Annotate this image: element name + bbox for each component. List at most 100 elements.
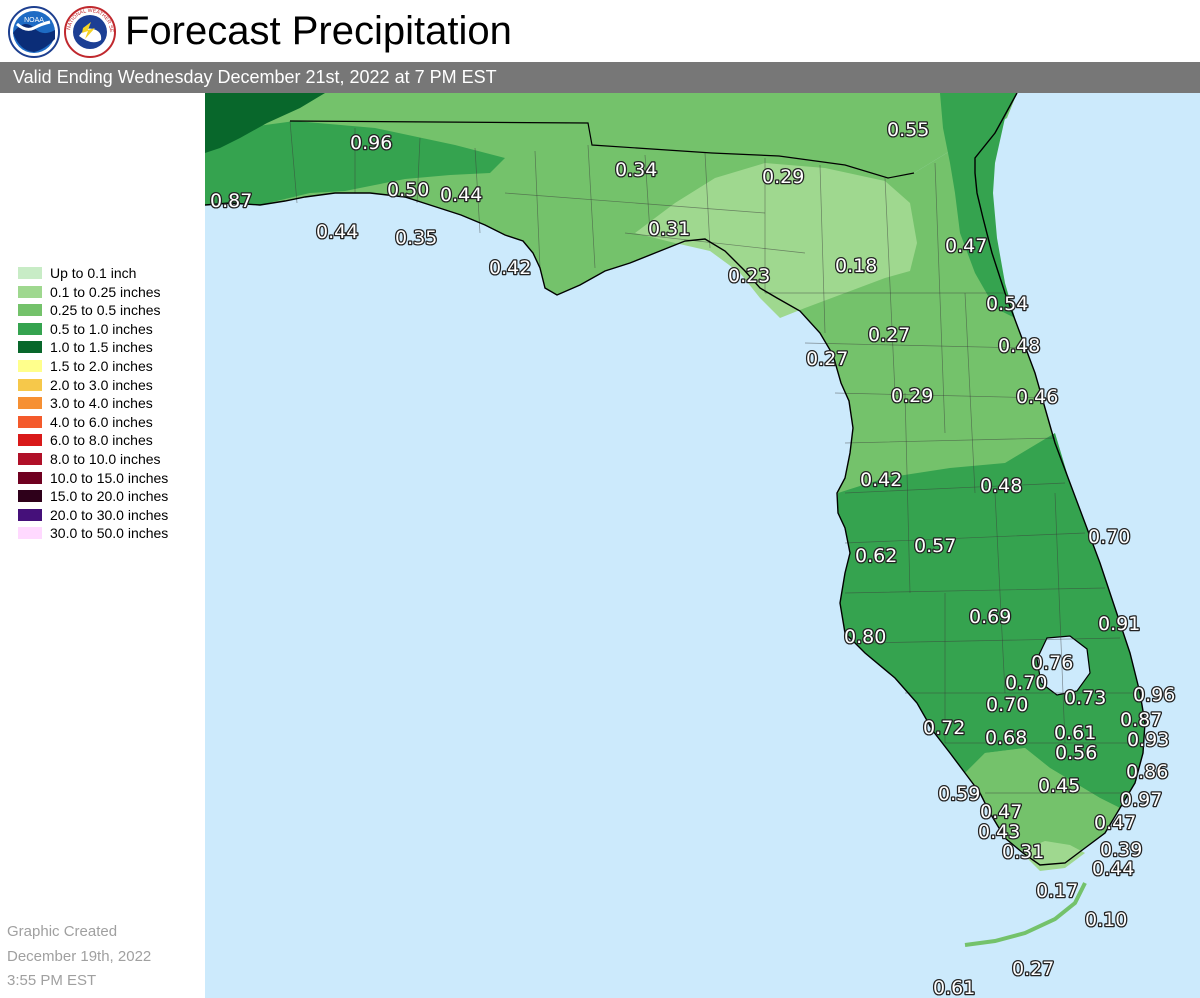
panhandle-heaviest-area (205, 93, 325, 153)
valid-time-text: Valid Ending Wednesday December 21st, 20… (13, 67, 497, 87)
precipitation-amount-label: 0.96 (1133, 684, 1175, 706)
legend-swatch (18, 471, 42, 484)
legend-label: 15.0 to 20.0 inches (50, 488, 169, 505)
page-title: Forecast Precipitation (125, 9, 512, 53)
precipitation-amount-label: 0.46 (1016, 386, 1058, 408)
legend-item: 8.0 to 10.0 inches (18, 451, 203, 470)
precipitation-amount-label: 0.61 (933, 977, 975, 998)
legend-swatch (18, 415, 42, 428)
legend-label: 3.0 to 4.0 inches (50, 395, 153, 412)
legend-item: 0.25 to 0.5 inches (18, 302, 203, 321)
precipitation-amount-label: 0.50 (387, 179, 429, 201)
precipitation-amount-label: 0.47 (1094, 812, 1136, 834)
state-boundary-line (289, 120, 915, 179)
legend-swatch (18, 267, 42, 279)
legend-swatch (18, 322, 42, 335)
precipitation-amount-label: 0.59 (938, 783, 980, 805)
legend-swatch (18, 341, 42, 354)
legend-item: Up to 0.1 inch (18, 265, 203, 284)
legend-label: 0.5 to 1.0 inches (50, 320, 153, 337)
peninsula-heavier-area (838, 433, 1145, 808)
legend-label: 4.0 to 6.0 inches (50, 413, 153, 430)
legend-item: 0.1 to 0.25 inches (18, 284, 203, 303)
legend-item: 1.0 to 1.5 inches (18, 339, 203, 358)
precipitation-amount-label: 0.29 (891, 385, 933, 407)
county-lines (289, 120, 1140, 794)
legend-item: 2.0 to 3.0 inches (18, 377, 203, 396)
precipitation-amount-label: 0.80 (844, 626, 886, 648)
legend: Up to 0.1 inch 0.1 to 0.25 inches 0.25 to … (18, 265, 203, 544)
legend-item: 10.0 to 15.0 inches (18, 470, 203, 489)
nws-logo-icon: NATIONAL WEATHER SERVICE (64, 6, 116, 58)
precipitation-amount-label: 0.86 (1126, 761, 1168, 783)
precipitation-amount-label: 0.43 (978, 821, 1020, 843)
legend-swatch (18, 527, 42, 540)
precipitation-amount-label: 0.72 (923, 717, 965, 739)
legend-label: 30.0 to 50.0 inches (50, 525, 169, 542)
created-info: Graphic Created December 19th, 2022 3:55… (7, 920, 197, 994)
coastline (205, 93, 1146, 866)
precipitation-amount-label: 0.61 (1054, 722, 1096, 744)
precipitation-amount-label: 0.35 (395, 227, 437, 249)
legend-swatch (18, 359, 42, 372)
precipitation-amount-label: 0.47 (980, 801, 1022, 823)
precipitation-amount-label: 0.87 (1120, 709, 1162, 731)
far-south-lightest-area (1020, 841, 1085, 871)
legend-item: 1.5 to 2.0 inches (18, 358, 203, 377)
precipitation-amount-label: 0.27 (806, 348, 848, 370)
precipitation-map: 0.960.550.870.34 0.290.50 0.440.44 0.35 0.31… (205, 93, 1200, 998)
precipitation-amount-label: 0.70 (986, 694, 1028, 716)
precipitation-amount-label: 0.54 (986, 293, 1028, 315)
legend-item: 4.0 to 6.0 inches (18, 414, 203, 433)
legend-swatch (18, 452, 42, 465)
precipitation-amount-labels: 0.960.550.870.34 0.290.50 0.440.44 0.35 0.31… (209, 118, 1177, 998)
legend-label: 1.0 to 1.5 inches (50, 339, 153, 356)
legend-swatch (18, 434, 42, 447)
precipitation-amount-label: 0.10 (1085, 909, 1127, 931)
noaa-logo-icon: NOAA (8, 6, 60, 58)
precipitation-amount-label: 0.45 (1038, 775, 1080, 797)
created-date: December 19th, 2022 (7, 947, 152, 965)
precipitation-amount-label: 0.70 (1005, 672, 1047, 694)
legend-label: 8.0 to 10.0 inches (50, 450, 161, 467)
precipitation-amount-label: 0.69 (969, 606, 1011, 628)
created-time: 3:55 PM EST (7, 972, 97, 989)
precipitation-amount-label: 0.18 (835, 255, 877, 277)
precipitation-amount-label: 0.48 (998, 335, 1040, 357)
legend-item: 0.5 to 1.0 inches (18, 321, 203, 340)
precipitation-amount-label: 0.23 (728, 265, 770, 287)
legend-swatch (18, 285, 42, 298)
precipitation-amount-label: 0.42 (489, 257, 531, 279)
legend-label: 0.1 to 0.25 inches (50, 283, 161, 300)
valid-time-bar: Valid Ending Wednesday December 21st, 20… (0, 62, 1200, 93)
precipitation-amount-label: 0.48 (980, 475, 1022, 497)
precipitation-amount-label: 0.62 (855, 545, 897, 567)
precipitation-amount-label: 0.93 (1127, 729, 1169, 751)
legend-label: 0.25 to 0.5 inches (50, 302, 161, 319)
precipitation-amount-label: 0.34 (615, 159, 657, 181)
legend-swatch (18, 490, 42, 503)
legend-label: Up to 0.1 inch (50, 265, 137, 281)
precipitation-amount-label: 0.47 (945, 235, 987, 257)
precipitation-amount-label: 0.97 (1120, 789, 1162, 811)
florida-keys (964, 882, 1087, 947)
precipitation-amount-label: 0.91 (1098, 613, 1140, 635)
precipitation-amount-label: 0.57 (914, 535, 956, 557)
precipitation-amount-label: 0.29 (762, 166, 804, 188)
noaa-logo-text: NOAA (24, 17, 44, 24)
legend-swatch (18, 397, 42, 410)
big-bend-lighter-area (635, 163, 917, 318)
precipitation-amount-label: 0.70 (1088, 526, 1130, 548)
lake-okeechobee (1036, 635, 1091, 696)
precipitation-amount-label: 0.31 (1002, 841, 1044, 863)
precipitation-amount-label: 0.44 (316, 221, 358, 243)
legend-item: 3.0 to 4.0 inches (18, 395, 203, 414)
precipitation-amount-label: 0.44 (440, 184, 482, 206)
legend-swatch (18, 378, 42, 391)
legend-label: 20.0 to 30.0 inches (50, 506, 169, 523)
northeast-coast-heavier-area (940, 93, 1017, 318)
precipitation-amount-label: 0.55 (887, 119, 929, 141)
georgia-alabama-land (205, 93, 1017, 205)
legend-swatch (18, 508, 42, 521)
precipitation-amount-label: 0.39 (1100, 839, 1142, 861)
